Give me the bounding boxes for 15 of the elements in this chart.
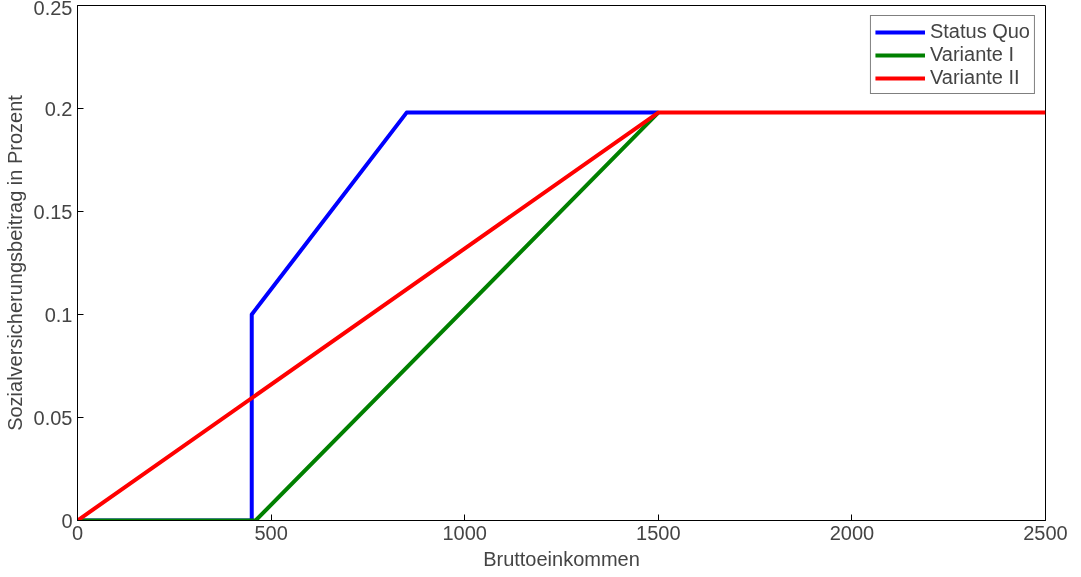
y-tick-label: 0.1 [44, 303, 73, 326]
legend-label: Status Quo [929, 20, 1030, 43]
y-tick-label: 0.2 [44, 97, 73, 120]
y-tick-label: 0.25 [33, 0, 73, 19]
x-axis-title: Bruttoeinkommen [483, 547, 640, 570]
legend-label: Variante II [929, 66, 1020, 89]
legend-label: Variante I [929, 43, 1015, 66]
y-axis-title: Sozialversicherungsbeitrag in Prozent [3, 94, 26, 431]
x-tick-label: 2000 [829, 521, 875, 544]
x-tick-label: 1000 [442, 521, 487, 544]
x-tick-label: 500 [254, 521, 288, 544]
x-tick-label: 1500 [636, 521, 681, 544]
y-tick-label: 0.15 [33, 200, 73, 223]
y-tick-label: 0.05 [33, 406, 73, 429]
x-tick-label: 2500 [1023, 521, 1068, 544]
